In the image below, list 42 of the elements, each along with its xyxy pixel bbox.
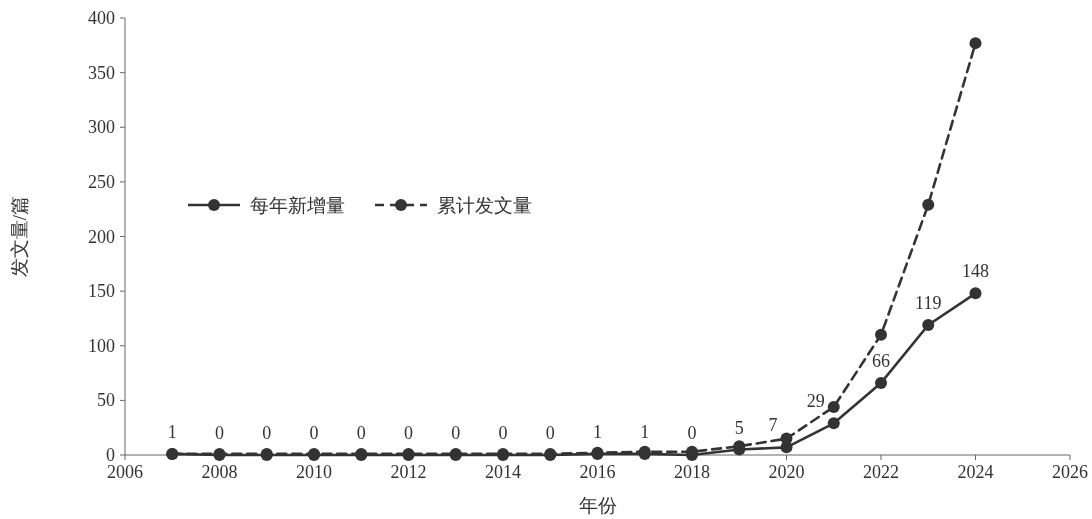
y-tick-label: 0 [106, 445, 115, 465]
x-tick-label: 2014 [485, 462, 521, 482]
x-tick-label: 2010 [296, 462, 332, 482]
x-tick-label: 2008 [201, 462, 238, 482]
data-label: 0 [687, 423, 697, 443]
y-tick-label: 300 [88, 117, 115, 138]
data-label: 0 [262, 423, 272, 443]
data-label: 29 [806, 391, 825, 412]
data-label: 1 [167, 421, 177, 442]
y-tick-label: 400 [88, 8, 115, 28]
legend-label: 累计发文量 [437, 195, 532, 216]
data-label: 0 [215, 423, 224, 443]
data-label: 1 [593, 421, 602, 442]
data-label: 0 [451, 423, 461, 443]
x-axis-title: 年份 [578, 495, 617, 516]
data-label: 66 [872, 350, 890, 371]
y-tick-label: 250 [88, 171, 115, 192]
x-tick-label: 2026 [1052, 462, 1088, 482]
data-label: 119 [915, 292, 942, 313]
data-label: 0 [356, 423, 366, 443]
legend-label: 每年新增量 [250, 195, 345, 216]
data-label: 148 [962, 261, 989, 282]
data-label: 0 [545, 423, 555, 443]
x-tick-label: 2016 [579, 462, 616, 482]
x-tick-label: 2006 [107, 462, 143, 482]
x-tick-label: 2012 [390, 462, 427, 482]
y-tick-label: 200 [88, 226, 115, 247]
y-axis-title: 发文量/篇 [9, 195, 30, 278]
y-tick-label: 150 [88, 281, 115, 302]
x-tick-label: 2022 [863, 462, 899, 482]
y-tick-label: 350 [88, 62, 115, 83]
y-tick-label: 50 [97, 390, 115, 411]
data-label: 0 [309, 423, 319, 443]
data-label: 7 [768, 415, 778, 436]
x-tick-label: 2024 [957, 462, 994, 482]
data-label: 5 [734, 417, 744, 438]
x-tick-label: 2018 [674, 462, 710, 482]
x-tick-label: 2020 [768, 462, 805, 482]
y-tick-label: 100 [88, 335, 115, 356]
data-label: 1 [640, 421, 650, 442]
data-label: 0 [404, 423, 413, 443]
data-label: 0 [498, 423, 508, 443]
